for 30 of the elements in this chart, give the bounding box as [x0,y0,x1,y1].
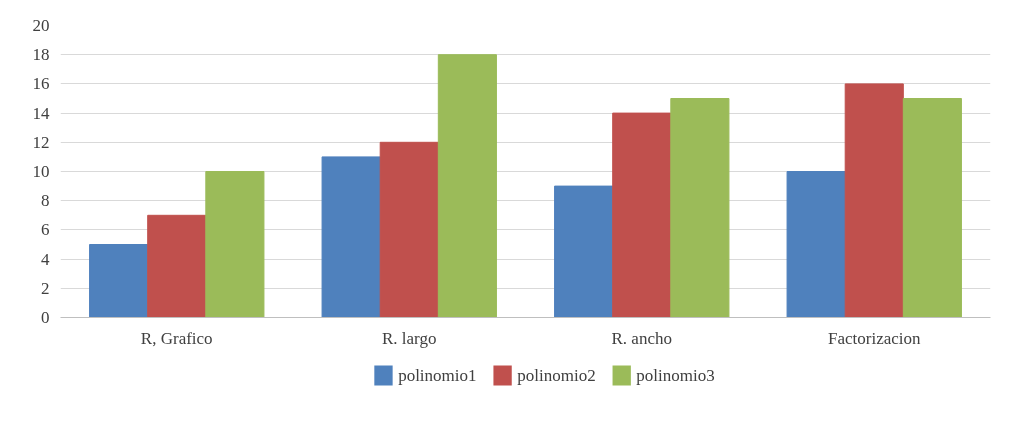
bar [786,171,846,318]
bar [379,141,439,318]
bar [612,112,672,318]
y-tick-label: 14 [32,103,50,123]
bar [554,185,614,318]
y-tick-label: 16 [32,74,50,94]
bar [844,83,904,318]
legend-label: polinomio2 [517,366,596,385]
y-tick-label: 8 [41,191,50,211]
x-tick-label: R. largo [382,328,437,348]
y-tick-label: 12 [32,132,50,152]
x-tick-label: R, Grafico [140,328,213,348]
y-tick-label: 6 [41,220,50,240]
bar [670,98,730,318]
legend-label: polinomio3 [636,366,715,385]
y-tick-label: 18 [32,45,50,65]
bar [321,156,381,318]
y-tick-label: 4 [41,249,50,269]
legend-label: polinomio1 [398,366,477,385]
x-tick-label: Factorizacion [827,328,922,348]
bar [902,98,962,318]
bar [437,54,497,318]
bar [147,214,207,318]
y-tick-label: 20 [32,16,50,35]
x-tick-label: R. ancho [611,328,672,348]
y-tick-label: 0 [41,308,50,327]
y-tick-label: 2 [41,278,50,298]
bar [205,171,265,318]
y-tick-label: 10 [32,162,50,181]
bar [89,244,149,318]
